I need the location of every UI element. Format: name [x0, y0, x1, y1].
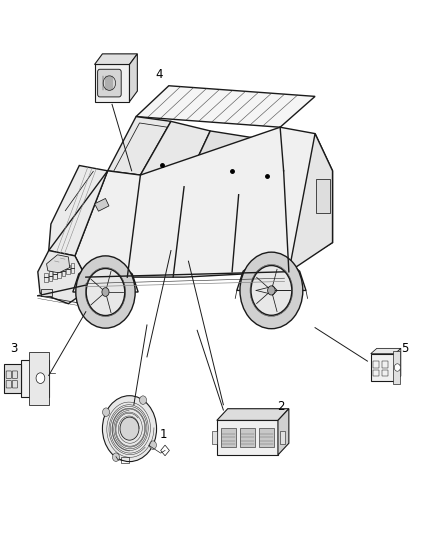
Polygon shape — [75, 127, 332, 277]
Bar — [382, 361, 388, 368]
Polygon shape — [46, 255, 70, 273]
Bar — [4, 364, 21, 393]
Polygon shape — [95, 198, 109, 211]
Circle shape — [394, 364, 400, 371]
Polygon shape — [49, 165, 108, 256]
Bar — [41, 289, 52, 296]
Bar — [280, 431, 285, 444]
Bar — [259, 428, 274, 447]
Bar — [95, 64, 130, 102]
Polygon shape — [108, 117, 171, 175]
Text: 3: 3 — [11, 342, 18, 354]
Circle shape — [149, 441, 156, 449]
Bar — [71, 263, 74, 273]
Text: 4: 4 — [155, 68, 163, 81]
Polygon shape — [239, 127, 280, 195]
Circle shape — [102, 395, 156, 462]
Bar — [373, 361, 379, 368]
Bar — [373, 369, 379, 376]
Polygon shape — [29, 352, 49, 405]
Polygon shape — [38, 251, 86, 304]
Bar — [49, 271, 52, 281]
Bar — [316, 179, 330, 213]
Text: 5: 5 — [401, 342, 408, 354]
Bar — [221, 428, 237, 447]
FancyBboxPatch shape — [98, 69, 121, 97]
Polygon shape — [371, 349, 401, 354]
Polygon shape — [217, 409, 289, 421]
Bar — [44, 273, 48, 282]
Polygon shape — [136, 86, 315, 127]
Bar — [57, 268, 61, 278]
Circle shape — [140, 396, 147, 405]
Bar — [66, 265, 70, 274]
Circle shape — [120, 417, 139, 440]
Circle shape — [102, 288, 109, 296]
Circle shape — [76, 256, 135, 328]
Circle shape — [36, 373, 45, 383]
Bar — [212, 431, 217, 444]
Bar — [62, 266, 65, 276]
Polygon shape — [278, 409, 289, 455]
Text: 2: 2 — [277, 400, 284, 413]
Circle shape — [240, 252, 303, 329]
Circle shape — [268, 286, 275, 295]
Bar — [240, 428, 255, 447]
Bar — [393, 351, 400, 384]
Bar — [53, 270, 57, 279]
Bar — [21, 360, 49, 397]
Polygon shape — [184, 131, 261, 195]
Bar — [121, 457, 129, 463]
Circle shape — [86, 269, 125, 316]
Circle shape — [113, 453, 120, 462]
Text: 1: 1 — [160, 427, 168, 441]
Polygon shape — [95, 54, 138, 64]
Polygon shape — [289, 134, 332, 272]
Polygon shape — [395, 349, 401, 381]
Polygon shape — [130, 54, 138, 102]
Bar — [382, 369, 388, 376]
Polygon shape — [141, 122, 210, 187]
Circle shape — [251, 265, 292, 316]
Bar — [371, 354, 395, 381]
Circle shape — [102, 408, 110, 416]
Bar — [217, 421, 278, 455]
